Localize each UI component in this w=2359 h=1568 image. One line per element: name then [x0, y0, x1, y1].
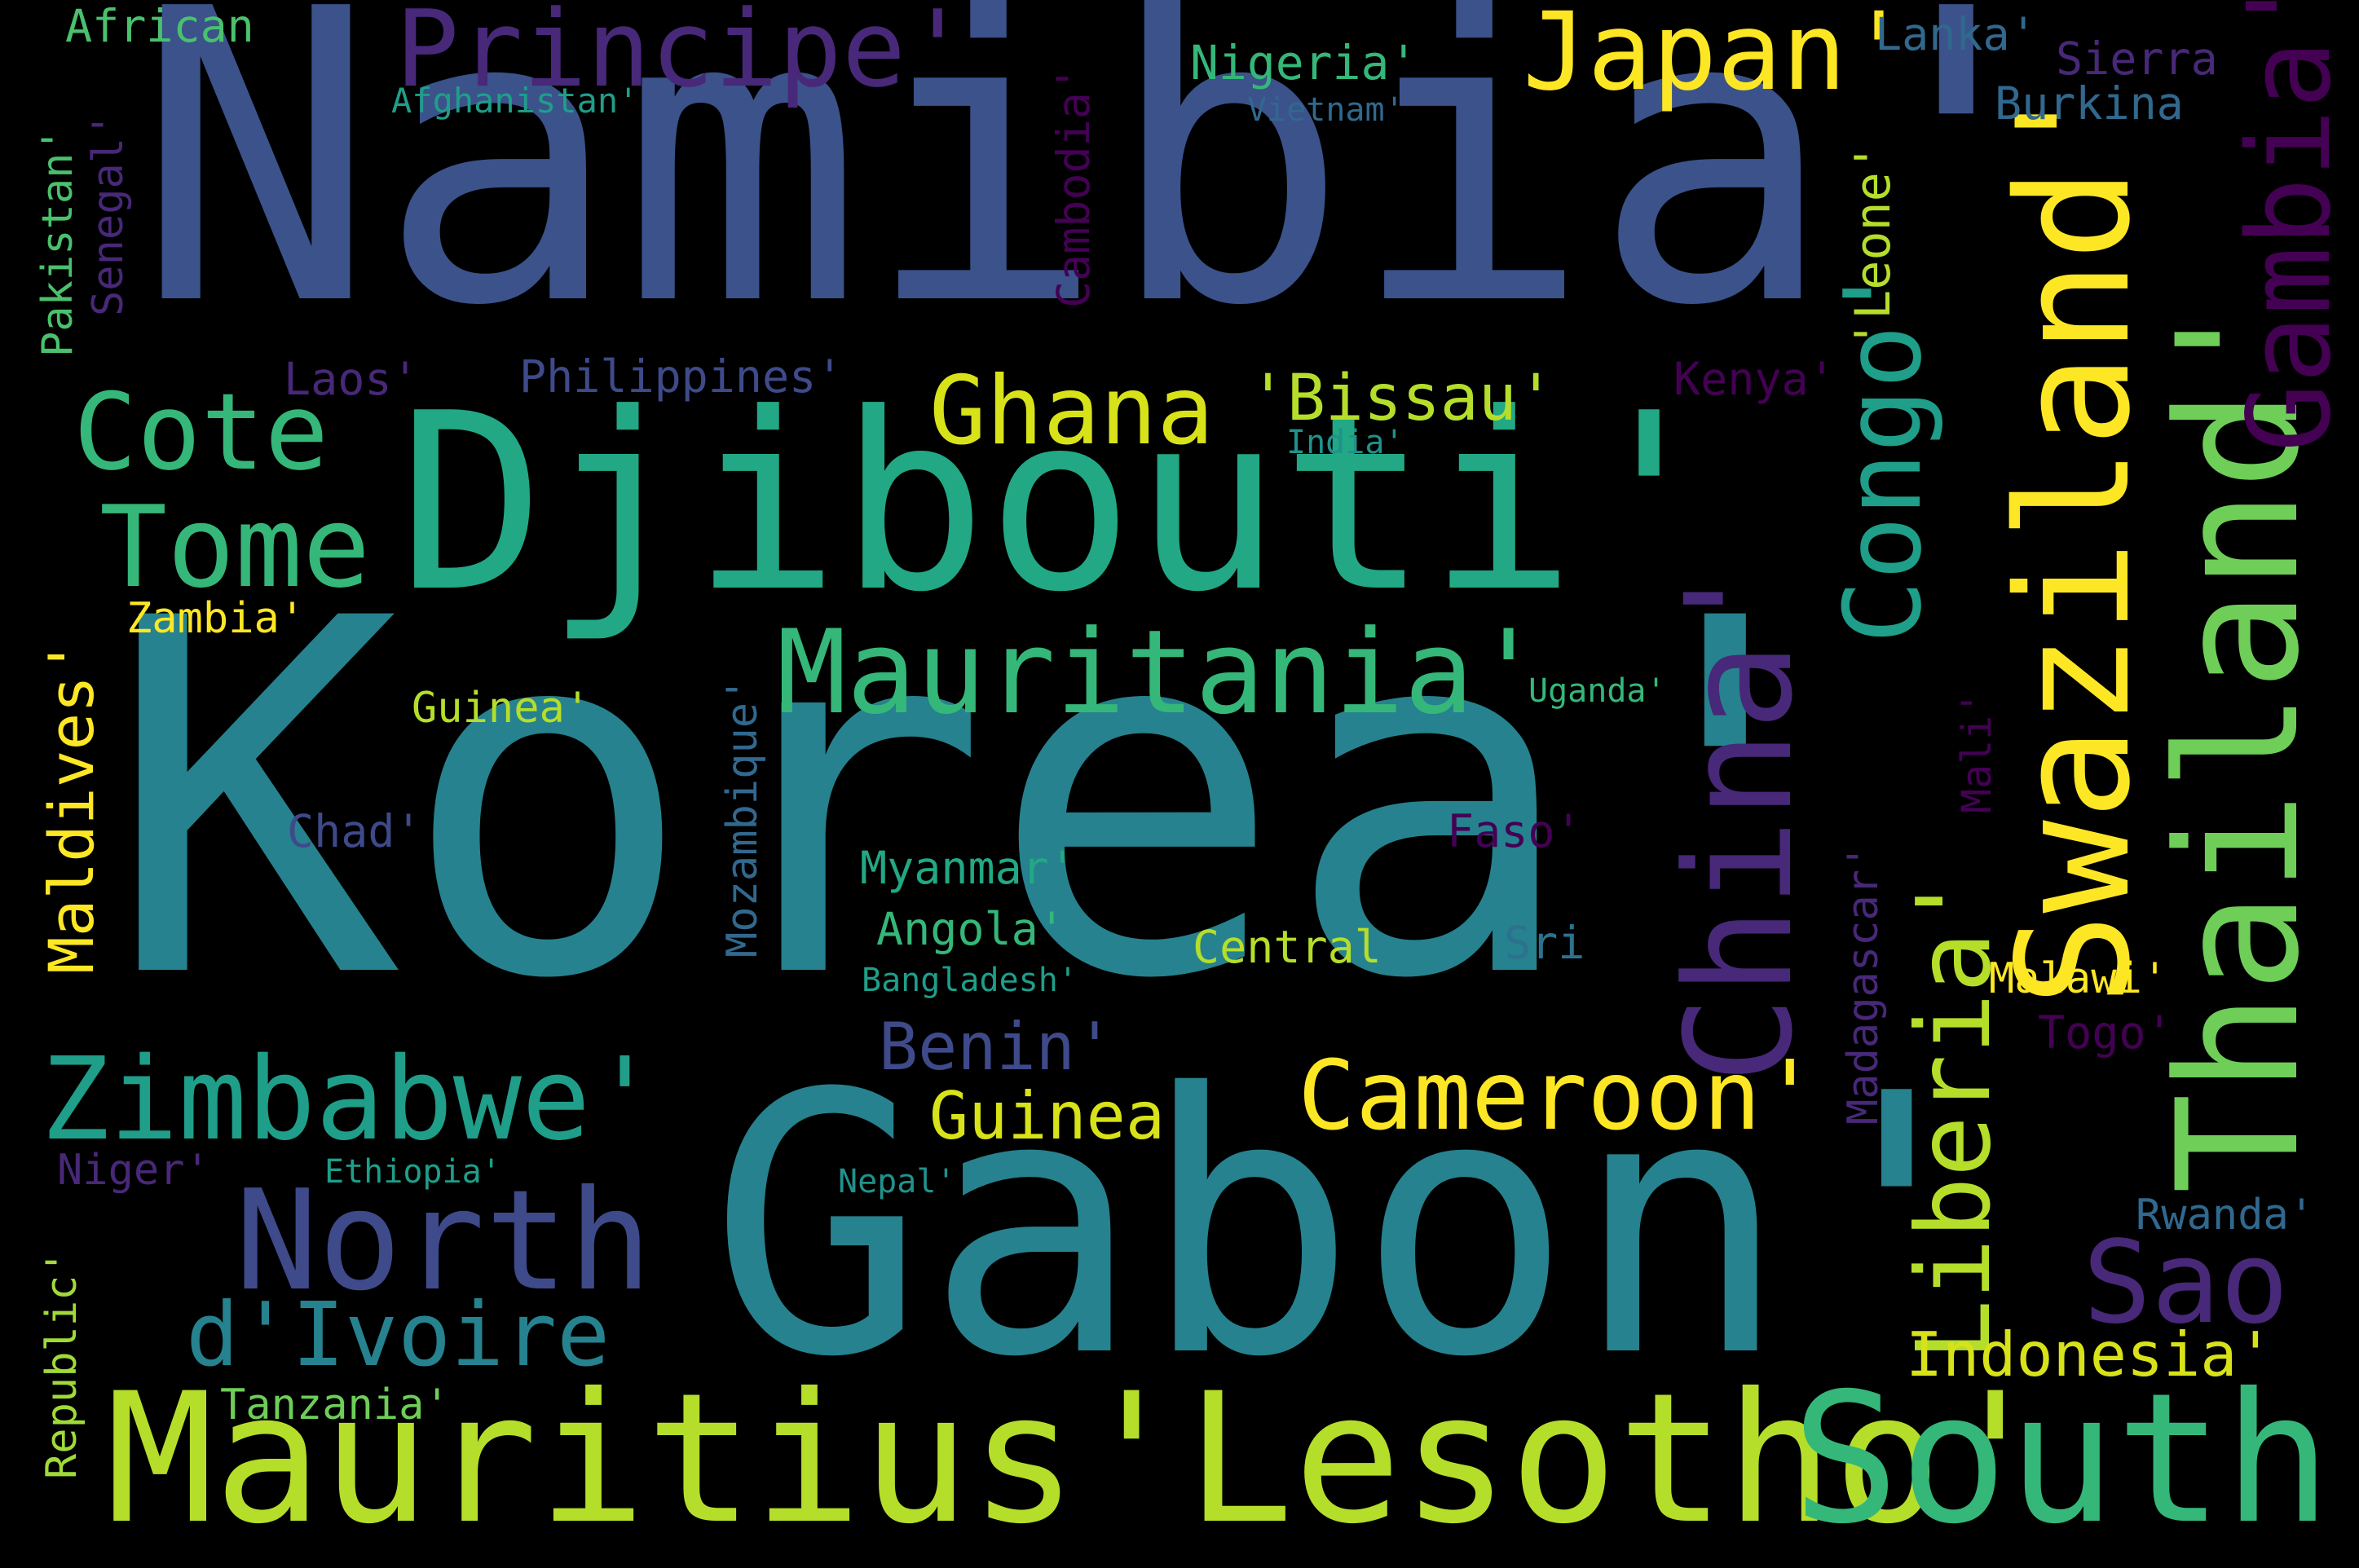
word-guinea-small: Guinea' — [412, 684, 591, 733]
word-afghanistan: Afghanistan' — [391, 81, 639, 121]
word-mauritius-lesotho: Mauritius'Lesotho' — [106, 1354, 2050, 1563]
word-uganda: Uganda' — [1528, 672, 1666, 710]
word-principe: Principe' — [395, 0, 970, 111]
word-benin: Benin' — [879, 1009, 1114, 1085]
word-vietnam: Vietnam' — [1247, 91, 1404, 129]
word-mozambique: Mozambique' — [718, 676, 767, 958]
word-mali: Mali' — [1953, 690, 2000, 813]
word-japan: Japan' — [1523, 0, 1911, 115]
word-india: India' — [1286, 424, 1404, 461]
word-indonesia: Indonesia' — [1906, 1319, 2274, 1390]
word-lanka: Lanka' — [1875, 8, 2037, 60]
word-cameroon: Cameroon' — [1298, 1039, 1819, 1152]
word-ethiopia: Ethiopia' — [324, 1153, 501, 1191]
word-leone: 'Leone' — [1845, 143, 1902, 349]
word-sri: Sri — [1504, 917, 1585, 969]
word-south: South — [1792, 1354, 2332, 1563]
word-djibouti: Djibouti' — [398, 361, 1723, 645]
word-gabon: Gabon' — [709, 1018, 2005, 1435]
word-faso: Faso' — [1447, 805, 1582, 857]
word-tome: Tome — [99, 482, 371, 613]
word-sao: Sao — [2083, 1217, 2289, 1350]
word-sierra: Sierra — [2056, 33, 2218, 85]
word-gambia: Gambia' — [2224, 0, 2357, 452]
word-zimbabwe: Zimbabwe' — [41, 1033, 659, 1166]
word-tanzania: Tanzania' — [220, 1381, 450, 1429]
word-korea: Korea' — [106, 516, 1873, 1086]
word-zambia: Zambia' — [126, 594, 306, 643]
word-african: African — [65, 0, 254, 52]
word-pakistan: Pakistan' — [33, 127, 82, 357]
word-madagascar: Madagascar' — [1839, 843, 1888, 1125]
word-divoire: d'Ivoire — [186, 1284, 611, 1386]
word-china: China' — [1655, 553, 1825, 1084]
word-angola: Angola' — [876, 903, 1065, 955]
word-maldives: Maldives' — [35, 638, 108, 974]
word-liberia: Liberia' — [1895, 870, 2013, 1361]
word-guinea-large: Guinea — [929, 1078, 1165, 1154]
word-rwanda: Rwanda' — [2136, 1191, 2315, 1240]
word-malawi: Malawi' — [1989, 954, 2168, 1003]
word-ghana: Ghana — [929, 356, 1215, 466]
word-laos: Laos' — [284, 353, 419, 405]
word-central: Central — [1193, 921, 1382, 973]
word-namibia: Namibia' — [134, 0, 2079, 394]
word-kenya: Kenya' — [1673, 353, 1836, 405]
word-north: North — [235, 1161, 652, 1322]
word-myanmar: Myanmar' — [860, 842, 1076, 894]
word-republic: Republic' — [37, 1249, 86, 1479]
word-cote: Cote — [73, 370, 329, 494]
word-togo: Togo' — [2038, 1006, 2173, 1059]
word-burkina: Burkina — [1995, 77, 2184, 130]
word-nepal: Nepal' — [838, 1163, 956, 1200]
word-mauritania: Mauritania' — [777, 606, 1544, 740]
word-swaziland: Swaziland' — [1984, 74, 2164, 1006]
word-bissau: 'Bissau' — [1249, 362, 1555, 435]
word-philippines: Philippines' — [519, 350, 844, 403]
word-cambodia: Cambodia' — [1047, 64, 1100, 308]
word-chad: Chad' — [287, 805, 422, 857]
word-nigeria: Nigeria' — [1190, 35, 1418, 90]
word-bangladesh: Bangladesh' — [862, 962, 1078, 999]
word-niger: Niger' — [57, 1146, 210, 1195]
word-senegal: Senegal' — [84, 112, 133, 316]
